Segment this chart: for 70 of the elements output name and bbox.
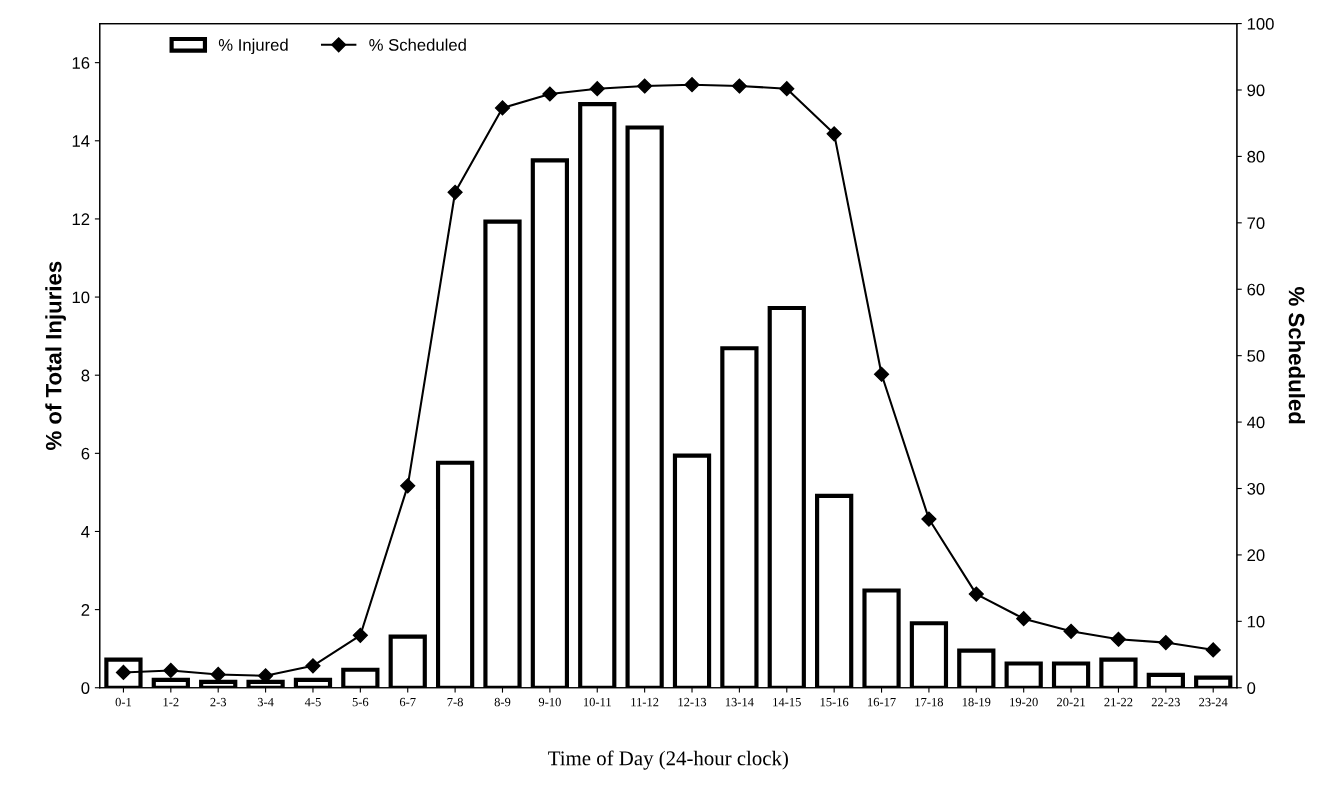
x-tick-label: 17-18 [915, 697, 944, 707]
point [352, 627, 368, 643]
x-tick-label: 0-1 [115, 697, 132, 707]
point [494, 100, 511, 116]
y2-axis-title: % Scheduled [1288, 287, 1305, 424]
x-tick-label: 22-23 [1151, 697, 1180, 707]
y-tick-label: 14 [72, 135, 90, 147]
x-tick-label: 12-13 [678, 697, 707, 707]
point [873, 366, 890, 382]
x-tick-label: 7-8 [447, 697, 463, 707]
y2-tick-label: 60 [1247, 283, 1265, 296]
x-tick-label: 4-5 [304, 697, 321, 707]
y2-tick-label: 20 [1247, 549, 1265, 562]
y-tick-label: 10 [72, 291, 90, 304]
y-tick-label: 12 [72, 213, 90, 225]
x-tick-label: 10-11 [584, 697, 611, 707]
legend-label: % Injured [218, 38, 288, 55]
legend-label: % Scheduled [369, 38, 466, 51]
x-tick-label: 19-20 [1010, 697, 1038, 707]
y-tick-label: 0 [81, 682, 90, 694]
point [1110, 631, 1127, 647]
x-tick-label: 2-3 [210, 697, 227, 707]
y-axis-title: % of Total Injuries [45, 261, 66, 450]
point [826, 126, 842, 142]
point [1158, 635, 1174, 651]
point [400, 478, 416, 494]
x-tick-label: 8-9 [494, 697, 511, 707]
x-tick-label: 3-4 [257, 697, 274, 707]
y2-tick-label: 0 [1247, 682, 1256, 694]
x-tick-label: 6-7 [399, 697, 416, 707]
y2-tick-label: 50 [1247, 350, 1265, 362]
y2-tick-label: 40 [1247, 416, 1265, 429]
x-tick-label: 23-24 [1199, 697, 1228, 707]
point [163, 662, 179, 679]
point [1205, 642, 1221, 658]
point [447, 184, 463, 200]
x-tick-label: 11-12 [631, 697, 659, 707]
point [637, 78, 653, 94]
x-tick-label: 9-10 [538, 697, 561, 707]
x-tick-label: 16-17 [868, 697, 896, 707]
point [731, 78, 747, 94]
point [305, 658, 321, 674]
y2-tick-label: 30 [1247, 482, 1265, 495]
y2-tick-label: 70 [1247, 217, 1265, 230]
y-tick-label: 16 [72, 57, 90, 69]
point [968, 586, 984, 602]
y-tick-label: 6 [81, 447, 90, 460]
point [589, 81, 605, 97]
point [684, 77, 700, 93]
point [1063, 623, 1079, 639]
x-axis-title: Time of Day (24-hour clock) [548, 750, 788, 770]
y-tick-label: 2 [81, 604, 90, 616]
y2-tick-label: 100 [1247, 17, 1274, 30]
x-tick-label: 15-16 [820, 697, 849, 707]
x-tick-label: 20-21 [1057, 697, 1085, 707]
x-tick-label: 5-6 [352, 697, 369, 707]
x-tick-label: 14-15 [773, 697, 801, 707]
y-tick-label: 8 [81, 369, 90, 382]
y2-tick-label: 80 [1247, 150, 1265, 163]
point [1016, 611, 1032, 627]
x-tick-label: 21-22 [1104, 697, 1133, 707]
point [921, 511, 937, 527]
x-tick-label: 1-2 [163, 697, 179, 707]
y2-tick-label: 10 [1247, 615, 1265, 628]
x-tick-label: 18-19 [962, 697, 991, 707]
point [779, 81, 795, 97]
point [542, 86, 558, 102]
y2-tick-label: 90 [1247, 84, 1265, 97]
x-tick-label: 13-14 [725, 697, 754, 707]
y-tick-label: 4 [81, 526, 90, 538]
